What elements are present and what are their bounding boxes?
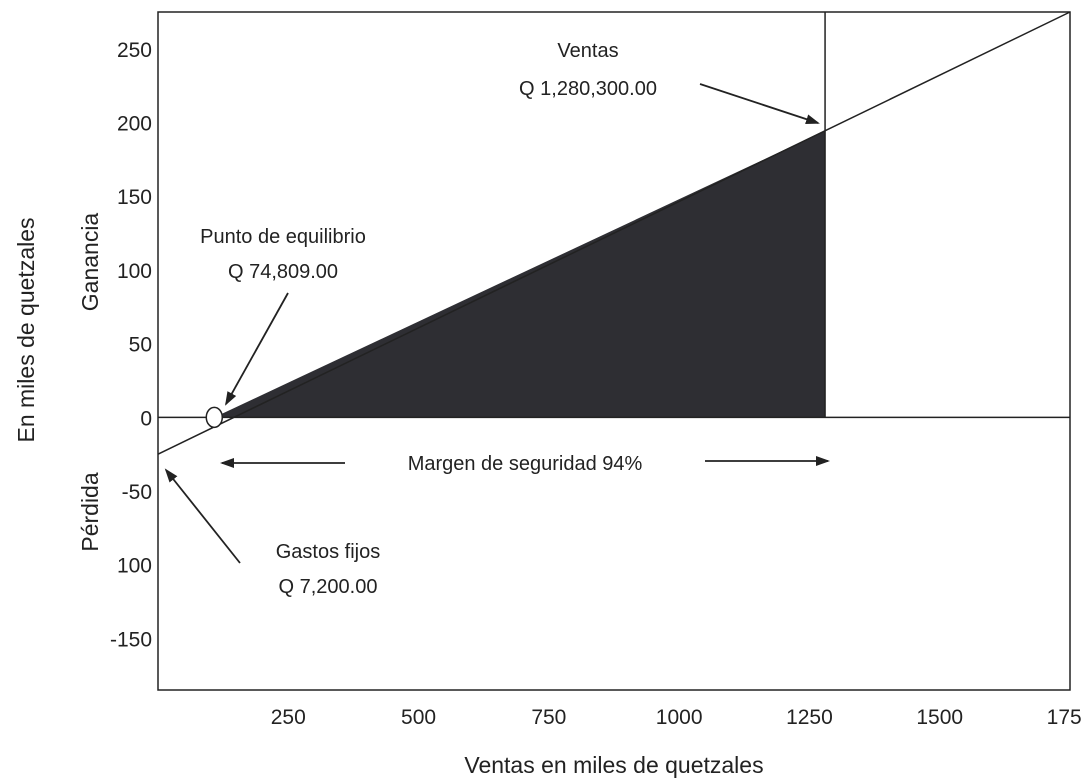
y-tick-label: -150 [110, 628, 152, 651]
breakeven-value: Q 74,809.00 [228, 261, 338, 283]
x-tick-label: 750 [531, 706, 566, 729]
y-tick-label: 150 [117, 186, 152, 209]
ventas-arrow [699, 83, 820, 124]
x-tick-label: 1250 [786, 706, 833, 729]
y-tick-label: 100 [117, 260, 152, 283]
y-tick-labels: 250 200 150 100 50 0 -50 100 -150 [110, 39, 152, 652]
x-tick-label: 1750 [1047, 706, 1082, 729]
fixed-costs-label: Gastos fijos [276, 541, 380, 563]
y-tick-label: 200 [117, 113, 152, 136]
plot-frame [157, 11, 1071, 691]
y-tick-label: 0 [140, 407, 152, 430]
y-axis-ganancia-label: Ganancia [77, 213, 103, 312]
y-tick-label: 100 [117, 555, 152, 578]
y-axis-perdida-label: Pérdida [77, 472, 103, 551]
breakeven-marker [205, 406, 224, 429]
ventas-label: Ventas [557, 40, 618, 62]
y-tick-label: 50 [129, 334, 152, 357]
y-tick-label: -50 [122, 481, 152, 504]
x-tick-label: 500 [401, 706, 436, 729]
ventas-value: Q 1,280,300.00 [519, 78, 657, 100]
margin-of-safety-label: Margen de seguridad 94% [408, 453, 643, 475]
x-tick-label: 1000 [656, 706, 703, 729]
y-axis-title: En miles de quetzales [13, 217, 39, 442]
profit-line [157, 11, 1071, 455]
breakeven-label: Punto de equilibrio [200, 226, 366, 248]
x-tick-label: 1500 [916, 706, 963, 729]
fixed-costs-value: Q 7,200.00 [279, 576, 378, 598]
x-tick-labels: 250 500 750 1000 1250 1500 1750 [271, 706, 1082, 729]
fixed-costs-arrow [164, 468, 241, 564]
profit-area [214, 130, 826, 418]
y-tick-label: 250 [117, 39, 152, 62]
x-axis-title: Ventas en miles de quetzales [464, 752, 763, 778]
breakeven-arrow [225, 292, 289, 406]
x-tick-label: 250 [271, 706, 306, 729]
